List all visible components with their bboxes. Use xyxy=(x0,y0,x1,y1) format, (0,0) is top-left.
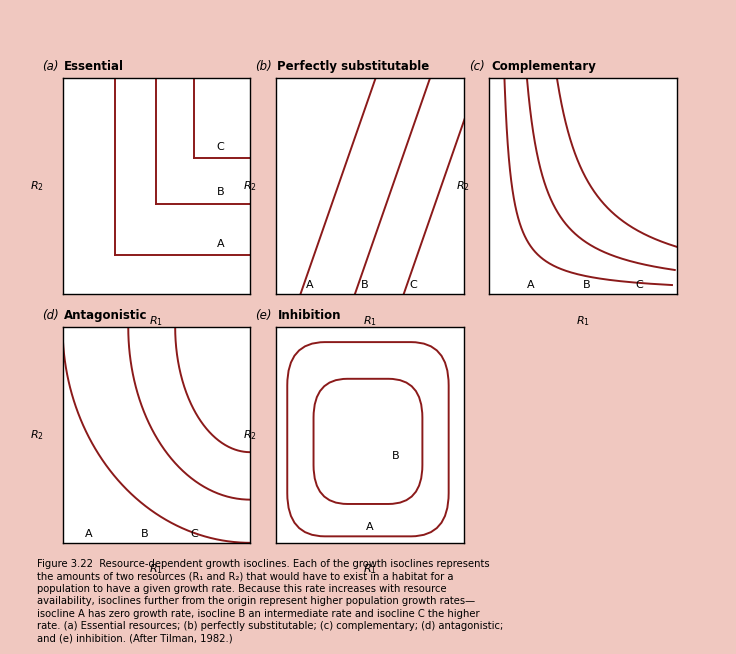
Text: A: A xyxy=(366,522,374,532)
Text: B: B xyxy=(361,280,368,290)
Text: $R_1$: $R_1$ xyxy=(576,314,590,328)
Text: (c): (c) xyxy=(469,60,484,73)
Text: Antagonistic: Antagonistic xyxy=(64,309,147,322)
Text: $R_2$: $R_2$ xyxy=(29,179,43,194)
Text: C: C xyxy=(190,528,198,538)
Text: A: A xyxy=(216,239,224,249)
Text: Complementary: Complementary xyxy=(491,60,595,73)
Text: B: B xyxy=(216,187,224,197)
Text: $R_1$: $R_1$ xyxy=(363,562,377,576)
Text: C: C xyxy=(409,280,417,290)
Text: Inhibition: Inhibition xyxy=(277,309,341,322)
Text: $R_1$: $R_1$ xyxy=(363,314,377,328)
Text: C: C xyxy=(216,142,224,152)
Text: $R_2$: $R_2$ xyxy=(243,428,257,442)
Text: B: B xyxy=(141,528,149,538)
Text: $R_1$: $R_1$ xyxy=(149,314,163,328)
Text: B: B xyxy=(392,451,400,462)
Text: $R_2$: $R_2$ xyxy=(29,428,43,442)
Text: $R_2$: $R_2$ xyxy=(456,179,470,194)
Text: A: A xyxy=(306,280,314,290)
Text: Essential: Essential xyxy=(64,60,124,73)
Text: C: C xyxy=(636,280,643,290)
Text: Figure 3.22  Resource-dependent growth isoclines. Each of the growth isoclines r: Figure 3.22 Resource-dependent growth is… xyxy=(37,559,503,644)
Text: $R_2$: $R_2$ xyxy=(243,179,257,194)
Text: Perfectly substitutable: Perfectly substitutable xyxy=(277,60,430,73)
Text: A: A xyxy=(85,528,93,538)
Text: (a): (a) xyxy=(42,60,58,73)
Text: (e): (e) xyxy=(255,309,272,322)
Text: (b): (b) xyxy=(255,60,272,73)
Text: A: A xyxy=(527,280,534,290)
Text: (d): (d) xyxy=(42,309,59,322)
Text: $R_1$: $R_1$ xyxy=(149,562,163,576)
Text: B: B xyxy=(583,280,591,290)
